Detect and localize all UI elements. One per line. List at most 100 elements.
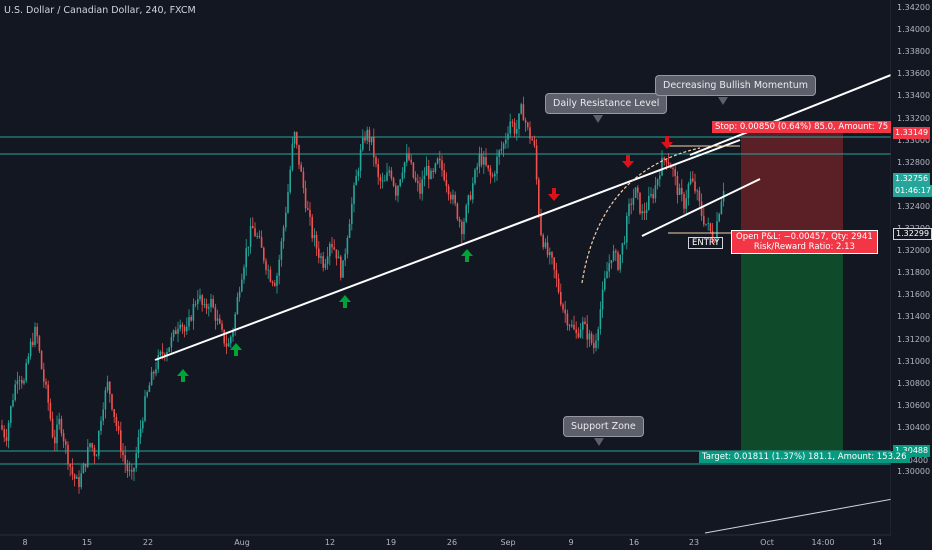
- candle-body: [315, 234, 318, 249]
- candle-body: [117, 426, 120, 431]
- candle-body: [135, 453, 137, 468]
- candle-body: [291, 143, 294, 170]
- candle-body: [172, 330, 175, 338]
- candle-body: [696, 190, 698, 192]
- candle-body: [113, 409, 115, 418]
- candle-body: [445, 180, 448, 187]
- candle-body: [384, 180, 386, 182]
- candle-body: [388, 170, 390, 173]
- candle-body: [516, 129, 518, 134]
- candle-body: [601, 289, 604, 310]
- candle-body: [58, 418, 60, 425]
- support-zone-callout[interactable]: Support Zone: [563, 416, 644, 437]
- x-tick-label: 19: [385, 538, 397, 547]
- candle-body: [557, 278, 560, 293]
- candle-body: [443, 170, 445, 181]
- candle-body: [139, 428, 142, 438]
- candle-body: [98, 431, 100, 456]
- candle-body: [472, 183, 474, 200]
- candle-body: [179, 324, 181, 329]
- candle-body: [672, 168, 674, 170]
- candle-body: [714, 241, 716, 243]
- candle-body: [709, 223, 712, 232]
- bullish-momentum-callout[interactable]: Decreasing Bullish Momentum: [655, 75, 816, 96]
- x-tick-label: Sep: [500, 538, 516, 547]
- candle-body: [681, 187, 683, 195]
- candle-body: [168, 347, 170, 352]
- candle-body: [652, 194, 654, 199]
- candle-body: [597, 329, 599, 341]
- candle-body: [192, 304, 195, 321]
- candle-body: [428, 165, 430, 180]
- target-zone: [741, 233, 843, 451]
- candle-body: [663, 157, 665, 160]
- candle-body: [109, 381, 111, 395]
- candle-body: [535, 145, 538, 180]
- candle-body: [331, 243, 333, 248]
- arrow-up-icon: [461, 249, 473, 262]
- candle-body: [439, 158, 441, 161]
- candle-body: [573, 324, 575, 330]
- candle-body: [458, 219, 461, 222]
- candle-body: [1, 425, 3, 430]
- candle-body: [641, 211, 643, 214]
- candle-body: [685, 198, 687, 209]
- candle-body: [683, 194, 685, 209]
- candle-body: [520, 104, 522, 114]
- candle-body: [87, 447, 89, 467]
- candle-body: [205, 303, 208, 309]
- candle-body: [344, 253, 346, 261]
- candle-body: [678, 187, 681, 195]
- candle-body: [18, 379, 21, 381]
- candle-body: [122, 451, 124, 456]
- candle-body: [399, 179, 401, 186]
- daily-resistance-callout[interactable]: Daily Resistance Level: [545, 93, 668, 114]
- candle-body: [392, 178, 395, 186]
- candle-body: [381, 180, 384, 182]
- candle-body: [256, 236, 258, 237]
- target-info-box[interactable]: Target: 0.01811 (1.37%) 181.1, Amount: 1…: [699, 451, 910, 463]
- arrow-up-icon: [177, 369, 189, 382]
- candle-body: [282, 227, 285, 242]
- candle-body: [610, 260, 613, 264]
- candle-body: [487, 165, 489, 169]
- candle-body: [450, 194, 452, 200]
- candle-body: [287, 192, 289, 213]
- y-tick-label: 1.31200: [897, 334, 931, 344]
- candle-body: [628, 203, 630, 216]
- candle-body: [538, 179, 540, 215]
- candle-body: [32, 341, 34, 346]
- x-tick-label: 16: [628, 538, 640, 547]
- stop-info-box[interactable]: Stop: 0.00850 (0.64%) 85.0, Amount: 75: [712, 121, 892, 133]
- x-tick-label: 14:00: [811, 538, 835, 547]
- candle-body: [150, 371, 153, 386]
- upper-trendline: [689, 72, 897, 156]
- candle-body: [584, 321, 586, 324]
- candle-body: [137, 437, 140, 454]
- pnl-info-box[interactable]: Open P&L: −0.00457, Qty: 2941 Risk/Rewar…: [731, 230, 878, 254]
- pnl-line: Open P&L: −0.00457, Qty: 2941: [736, 232, 873, 242]
- candle-body: [423, 175, 426, 180]
- candle-body: [542, 235, 544, 248]
- candle-body: [278, 259, 280, 276]
- candle-body: [359, 149, 362, 171]
- y-tick-label: 1.33600: [897, 69, 931, 79]
- lower-channel-line: [641, 178, 761, 237]
- candle-body: [599, 309, 602, 330]
- candle-body: [720, 201, 723, 215]
- candle-body: [511, 121, 514, 123]
- candle-body: [687, 184, 690, 199]
- candle-body: [564, 309, 566, 314]
- candle-body: [346, 237, 349, 254]
- candle-body: [430, 170, 432, 180]
- candle-body: [588, 333, 591, 340]
- candle-body: [188, 316, 190, 327]
- candle-body: [674, 169, 676, 177]
- candle-body: [447, 186, 450, 195]
- countdown-label: 01:46:17: [893, 185, 932, 197]
- candle-body: [425, 165, 428, 176]
- candle-body: [175, 330, 177, 334]
- y-tick-label: 1.34200: [897, 3, 931, 12]
- bullish-momentum-callout-tail: [718, 97, 728, 105]
- candle-body: [648, 195, 650, 210]
